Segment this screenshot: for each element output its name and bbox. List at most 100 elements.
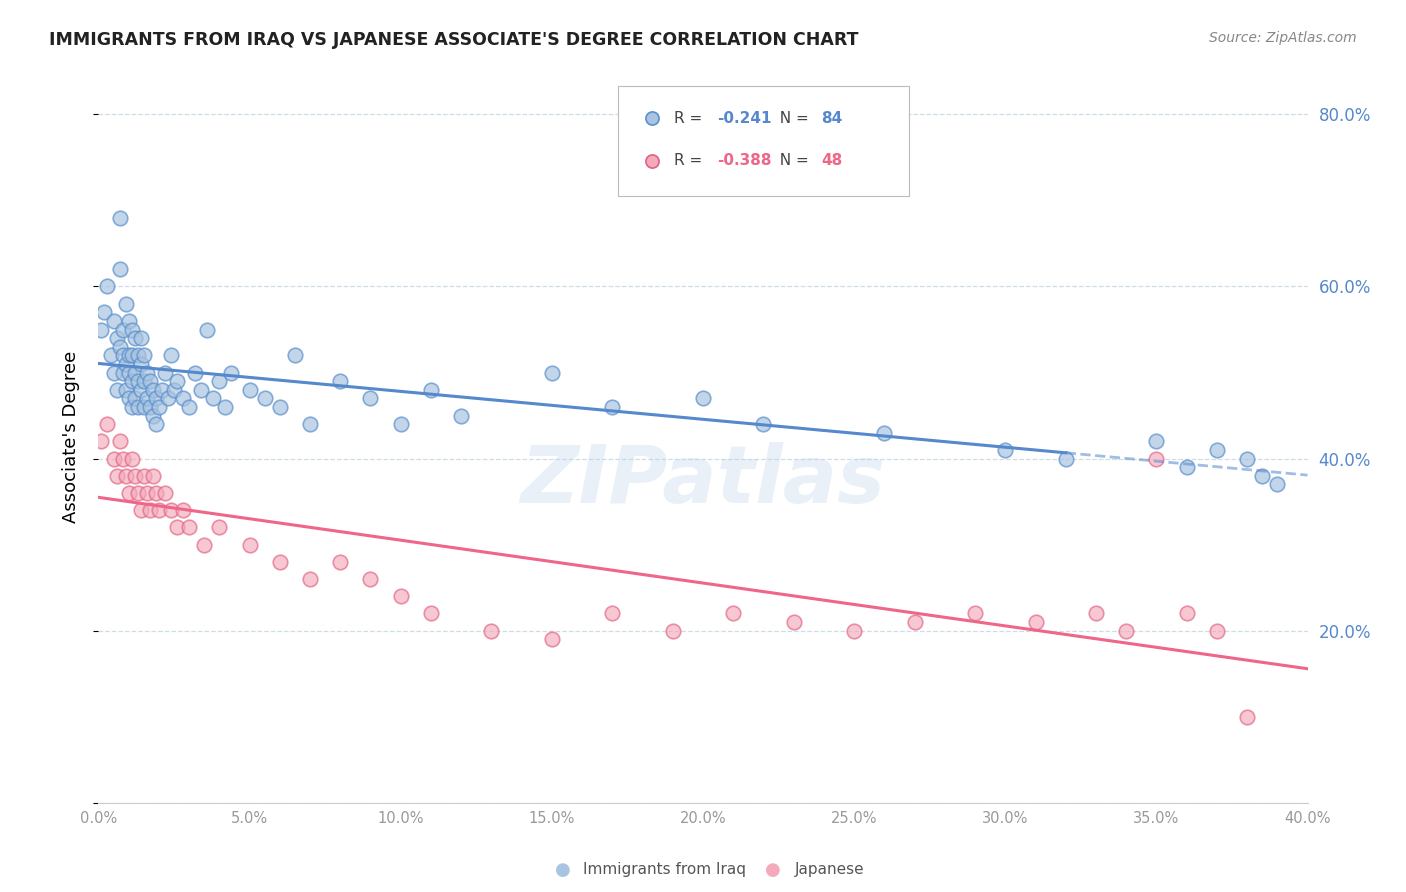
Point [389, 589, 412, 603]
Point [90, 322, 112, 336]
Text: N =: N = [769, 153, 813, 168]
Point [172, 392, 194, 406]
Point [269, 555, 291, 569]
Point [103, 451, 125, 466]
Point [239, 383, 262, 397]
Text: ●: ● [765, 861, 782, 879]
Point [90, 434, 112, 449]
Point [150, 383, 173, 397]
Text: Immigrants from Iraq: Immigrants from Iraq [583, 863, 747, 877]
Point [160, 348, 183, 362]
Point [124, 392, 146, 406]
Point [127, 486, 149, 500]
Point [179, 400, 201, 414]
Point [1267, 477, 1289, 491]
Text: Japanese: Japanese [794, 863, 865, 877]
Point [139, 503, 162, 517]
Point [420, 607, 443, 621]
Point [148, 503, 170, 517]
Point [127, 374, 149, 388]
Point [163, 383, 186, 397]
Point [692, 392, 714, 406]
Point [284, 348, 307, 362]
Point [1085, 607, 1108, 621]
Point [239, 538, 262, 552]
Point [420, 383, 443, 397]
Point [1175, 607, 1198, 621]
Point [142, 468, 165, 483]
Point [661, 624, 683, 638]
Point [108, 434, 131, 449]
Point [221, 366, 243, 380]
Point [160, 503, 183, 517]
Text: IMMIGRANTS FROM IRAQ VS JAPANESE ASSOCIATE'S DEGREE CORRELATION CHART: IMMIGRANTS FROM IRAQ VS JAPANESE ASSOCIA… [49, 31, 859, 49]
Text: -0.388: -0.388 [717, 153, 772, 168]
Point [329, 374, 352, 388]
Point [108, 340, 131, 354]
Point [994, 442, 1017, 457]
Point [723, 607, 745, 621]
Point [111, 366, 134, 380]
Point [360, 572, 382, 586]
Point [1054, 451, 1077, 466]
Point [145, 486, 167, 500]
Point [360, 392, 382, 406]
Point [118, 392, 141, 406]
Point [166, 520, 188, 534]
Point [299, 417, 322, 432]
Point [145, 417, 167, 432]
Point [93, 305, 115, 319]
Point [114, 468, 136, 483]
Point [965, 607, 987, 621]
Point [96, 417, 118, 432]
Point [253, 392, 276, 406]
Point [299, 572, 322, 586]
Point [166, 374, 188, 388]
Point [114, 383, 136, 397]
Point [111, 322, 134, 336]
Point [135, 486, 157, 500]
Point [195, 322, 218, 336]
Point [96, 279, 118, 293]
Point [190, 383, 212, 397]
Point [111, 451, 134, 466]
Point [179, 520, 201, 534]
Point [114, 357, 136, 371]
Point [269, 400, 291, 414]
Point [172, 503, 194, 517]
Point [103, 314, 125, 328]
Point [124, 366, 146, 380]
Point [103, 366, 125, 380]
Point [450, 409, 472, 423]
Point [135, 366, 157, 380]
Point [108, 262, 131, 277]
Text: 48: 48 [821, 153, 842, 168]
Point [844, 624, 866, 638]
Point [108, 211, 131, 225]
Point [783, 615, 806, 629]
Point [1175, 460, 1198, 475]
Point [602, 400, 624, 414]
Point [121, 400, 143, 414]
Point [873, 425, 896, 440]
Point [100, 348, 122, 362]
Point [129, 503, 152, 517]
Point [208, 374, 231, 388]
Text: ●: ● [554, 861, 571, 879]
Point [1144, 434, 1167, 449]
Point [389, 417, 412, 432]
Text: R =: R = [673, 153, 707, 168]
Point [135, 392, 157, 406]
Point [540, 632, 562, 647]
Point [132, 400, 155, 414]
Point [132, 468, 155, 483]
Text: N =: N = [769, 111, 813, 126]
Point [214, 400, 236, 414]
Point [540, 366, 562, 380]
Point [124, 331, 146, 345]
Point [1251, 468, 1274, 483]
Point [129, 331, 152, 345]
Point [1206, 442, 1229, 457]
Text: -0.241: -0.241 [717, 111, 772, 126]
Point [129, 357, 152, 371]
